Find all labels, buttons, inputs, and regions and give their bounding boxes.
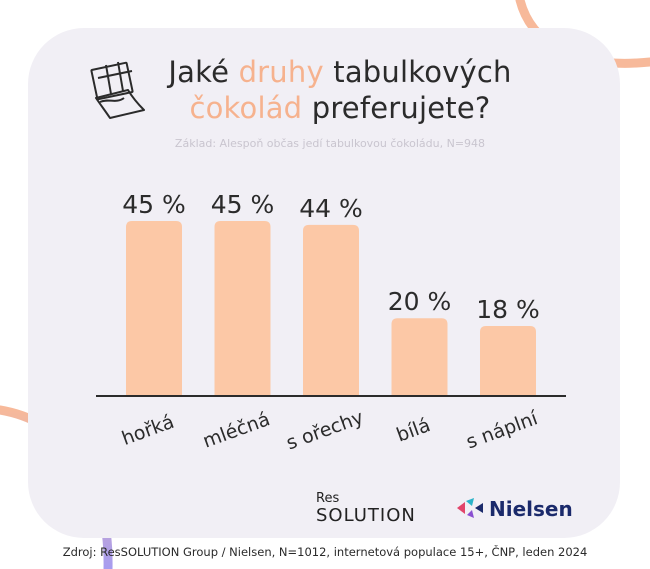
nielsen-logo-icon [457,498,483,518]
data-label-1: 45 % [211,190,275,219]
nielsen-logo-text: Nielsen [489,497,573,521]
bar-1 [214,221,271,396]
category-label-4: s náplní [463,407,541,453]
bar-3 [391,318,448,396]
ressolution-logo-bottom: SOLUTION [316,505,416,526]
title-suffix-2: preferujete? [302,91,491,125]
title-accent-word: druhy [238,55,324,89]
chart-title-line-1: Jaké druhy tabulkových [80,55,600,89]
category-label-0: hořká [119,411,177,450]
title-prefix: Jaké [168,55,239,89]
bar-4 [480,326,536,396]
chart-title-line-2: čokolád preferujete? [80,91,600,125]
data-label-0: 45 % [122,190,186,219]
data-label-4: 18 % [476,295,540,324]
chocolate-bar-icon [90,61,145,119]
nielsen-logo: Nielsen [455,497,573,523]
bar-2 [303,224,359,396]
title-accent-word-2: čokolád [189,91,303,125]
category-label-2: s ořechy [283,406,366,454]
category-label-1: mléčná [200,408,273,452]
data-label-3: 20 % [388,287,452,316]
chart-subtitle: Základ: Alespoň občas jedí tabulkovou čo… [174,137,486,150]
source-note: Zdroj: ResSOLUTION Group / Nielsen, N=10… [62,545,588,559]
title-suffix: tabulkových [323,55,512,89]
category-label-3: bílá [394,414,434,446]
data-label-2: 44 % [299,194,363,223]
bar-0 [126,221,182,396]
ressolution-logo-top: Res [316,491,340,506]
